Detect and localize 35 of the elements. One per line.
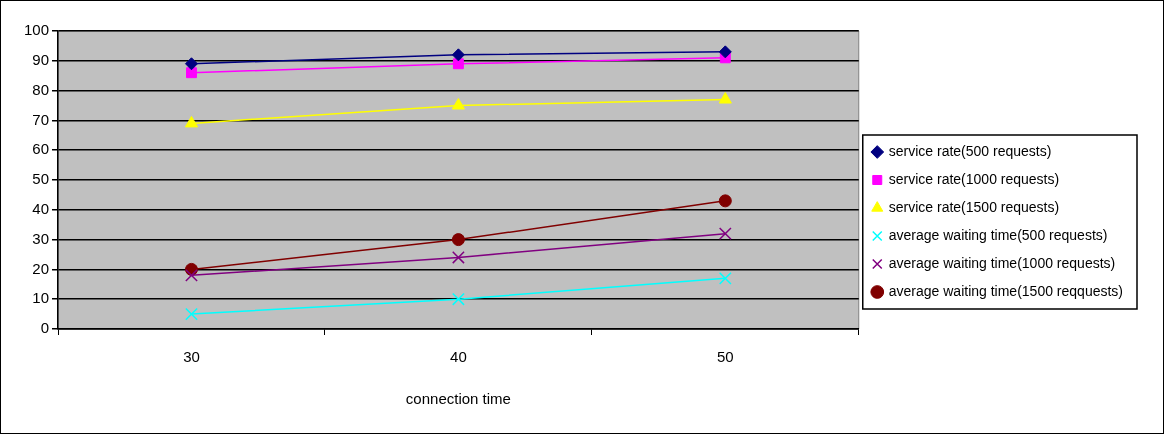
point bbox=[451, 292, 465, 306]
y-tick-label: 30 bbox=[32, 229, 50, 247]
point bbox=[451, 251, 465, 264]
legend-label: service rate(1000 requests) bbox=[888, 170, 1060, 187]
y-tick-label: 60 bbox=[32, 140, 50, 158]
point bbox=[184, 115, 199, 128]
point bbox=[718, 194, 732, 208]
y-tick-label: 100 bbox=[24, 21, 50, 39]
legend-label: average waiting time(500 requests) bbox=[888, 226, 1108, 243]
point bbox=[185, 307, 198, 321]
legend-label: average waiting time(1500 reqquests) bbox=[888, 282, 1124, 299]
point bbox=[451, 98, 465, 110]
legend-label: service rate(500 requests) bbox=[888, 142, 1052, 159]
y-tick-label: 40 bbox=[32, 199, 50, 217]
point bbox=[718, 45, 732, 59]
point bbox=[718, 271, 732, 285]
x-axis-title: connection time bbox=[405, 390, 511, 408]
point bbox=[451, 48, 465, 62]
point bbox=[718, 227, 732, 241]
y-tick-label: 70 bbox=[32, 110, 50, 128]
y-tick-label: 0 bbox=[40, 319, 50, 337]
point bbox=[184, 57, 198, 71]
point bbox=[451, 233, 465, 247]
x-tick-label: 50 bbox=[716, 348, 734, 366]
x-tick-label: 30 bbox=[183, 348, 200, 366]
point bbox=[185, 268, 198, 282]
y-tick-label: 80 bbox=[32, 80, 50, 98]
y-tick-label: 90 bbox=[32, 50, 50, 68]
y-tick-label: 20 bbox=[32, 259, 50, 277]
y-tick-label: 10 bbox=[32, 289, 50, 307]
point bbox=[718, 92, 732, 104]
legend-label: service rate(1500 requests) bbox=[888, 198, 1060, 215]
legend-label: average waiting time(1000 requests) bbox=[888, 254, 1116, 271]
y-tick-label: 50 bbox=[32, 170, 50, 188]
x-tick-label: 40 bbox=[450, 348, 467, 366]
